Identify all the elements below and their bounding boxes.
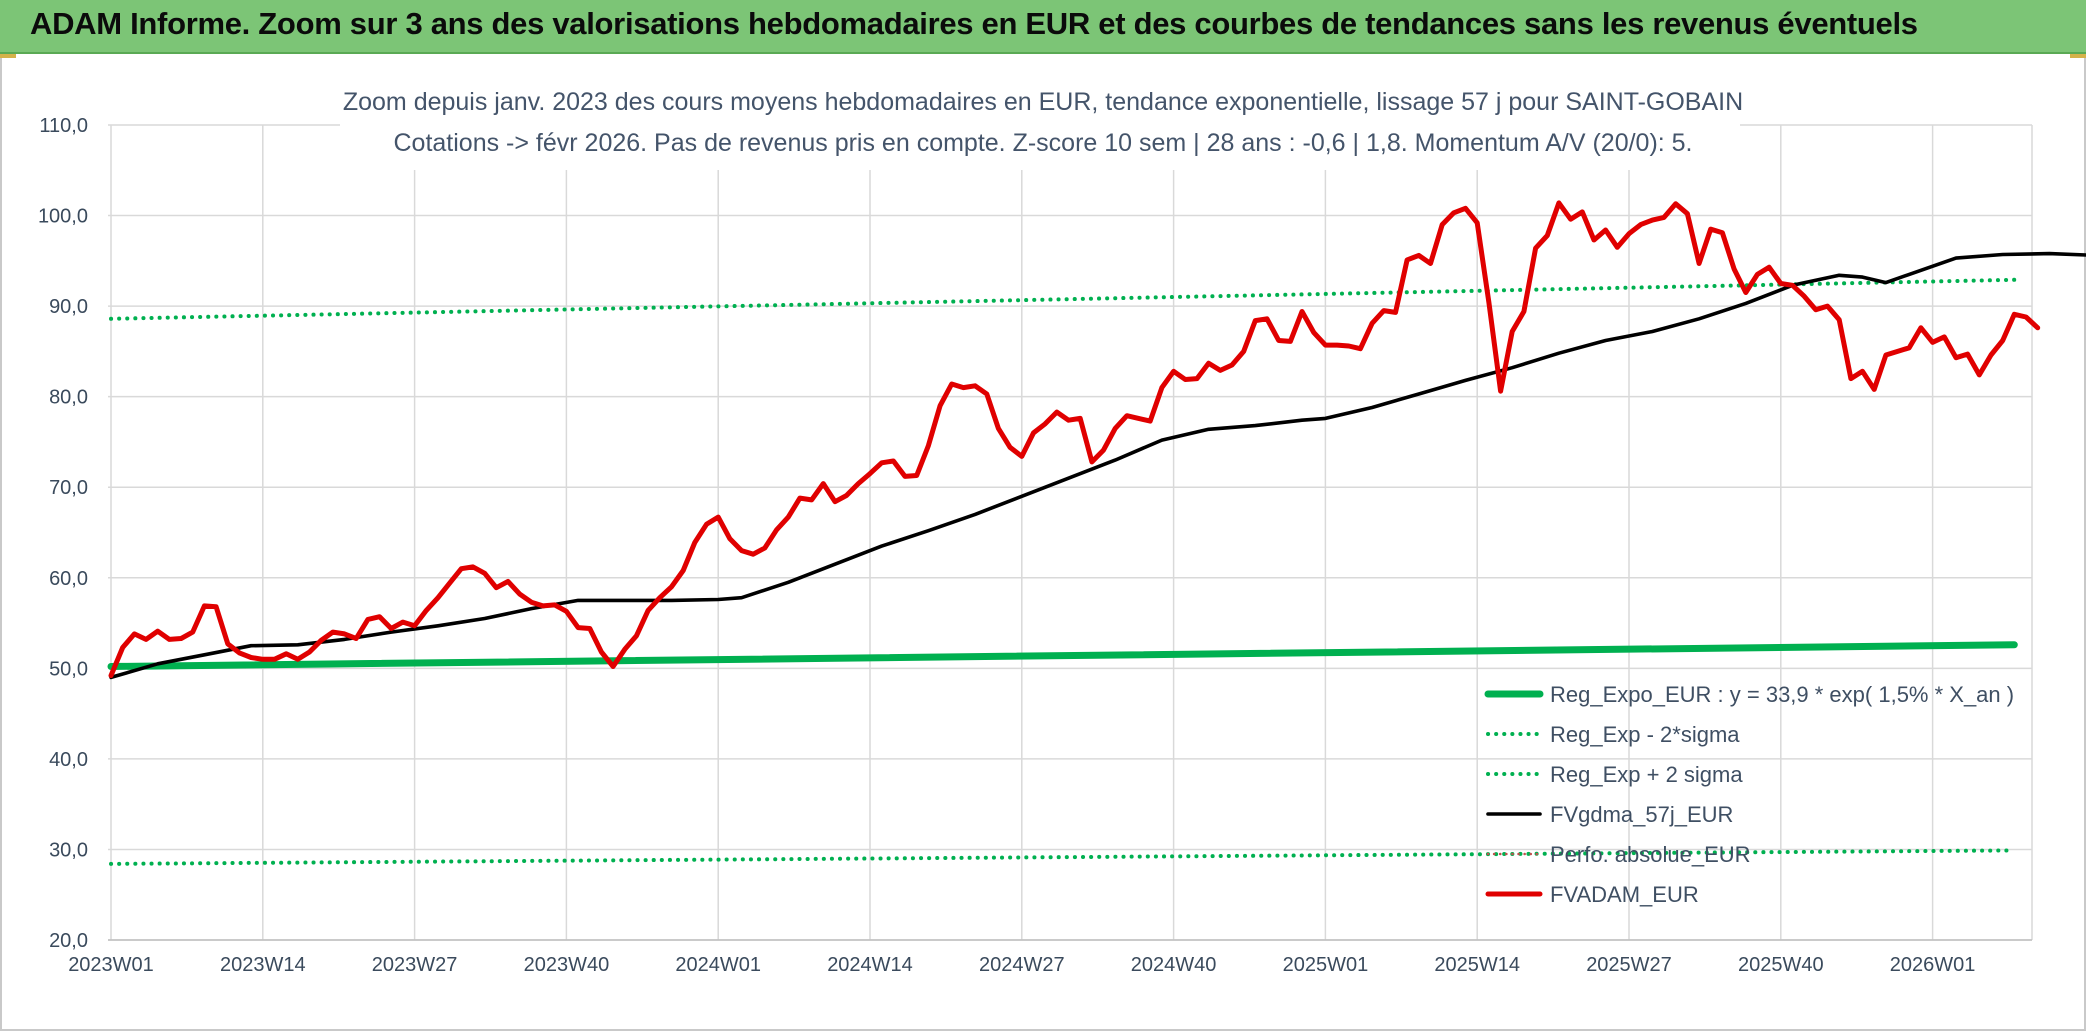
legend-label: Reg_Exp + 2 sigma (1550, 762, 1743, 787)
legend-label: FVADAM_EUR (1550, 882, 1699, 907)
y-tick-label: 100,0 (38, 206, 88, 228)
x-tick-label: 2023W01 (68, 954, 154, 976)
x-tick-label: 2024W27 (979, 954, 1065, 976)
y-tick-label: 20,0 (49, 930, 88, 952)
y-tick-label: 70,0 (49, 477, 88, 499)
y-tick-label: 110,0 (39, 115, 88, 137)
x-tick-label: 2023W14 (220, 954, 306, 976)
legend: Reg_Expo_EUR : y = 33,9 * exp( 1,5% * X_… (1484, 682, 2014, 907)
x-tick-label: 2023W40 (524, 954, 610, 976)
banner-accent-left (0, 54, 16, 58)
legend-label: Perfo. absolue_EUR (1550, 842, 1751, 867)
report-banner: ADAM Informe. Zoom sur 3 ans des valoris… (0, 0, 2086, 54)
x-tick-label: 2024W40 (1131, 954, 1217, 976)
y-tick-label: 90,0 (49, 296, 88, 318)
x-tick-label: 2024W01 (675, 954, 761, 976)
grid-lines (108, 124, 2033, 941)
legend-label: Reg_Exp - 2*sigma (1550, 722, 1740, 747)
legend-label: FVgdma_57j_EUR (1550, 802, 1733, 827)
series-line-0 (107, 641, 2018, 670)
banner-accent-right (2070, 54, 2086, 58)
y-tick-label: 60,0 (49, 568, 88, 590)
chart-title-background (340, 78, 1740, 170)
report-title: ADAM Informe. Zoom sur 3 ans des valoris… (30, 6, 1918, 41)
x-tick-label: 2024W14 (827, 954, 913, 976)
x-tick-label: 2025W40 (1738, 954, 1824, 976)
y-tick-label: 30,0 (49, 839, 88, 861)
series-line-1 (109, 848, 2017, 866)
x-axis-labels: 2023W01 2023W14 2023W27 2023W40 2024W01 2024W… (68, 954, 1975, 976)
series-line-5 (108, 200, 2041, 679)
x-tick-label: 2025W01 (1283, 954, 1369, 976)
series-lines (107, 200, 2086, 866)
y-tick-label: 80,0 (49, 387, 88, 409)
y-tick-label: 40,0 (49, 749, 88, 771)
x-tick-label: 2023W27 (372, 954, 458, 976)
series-line-2 (109, 277, 2017, 321)
legend-label: Reg_Expo_EUR : y = 33,9 * exp( 1,5% * X_… (1550, 682, 2014, 707)
y-axis-labels: 20,0 30,0 40,0 50,0 60,0 70,0 80,0 90,0 100,0 110… (38, 115, 88, 952)
series-line-3 (109, 251, 2086, 680)
x-tick-label: 2025W14 (1434, 954, 1520, 976)
y-tick-label: 50,0 (49, 658, 88, 680)
x-tick-label: 2025W27 (1586, 954, 1672, 976)
x-tick-label: 2026W01 (1890, 954, 1976, 976)
chart-subtitle: Cotations -> févr 2026. Pas de revenus p… (393, 129, 1692, 157)
chart-title: Zoom depuis janv. 2023 des cours moyens … (343, 88, 1743, 116)
